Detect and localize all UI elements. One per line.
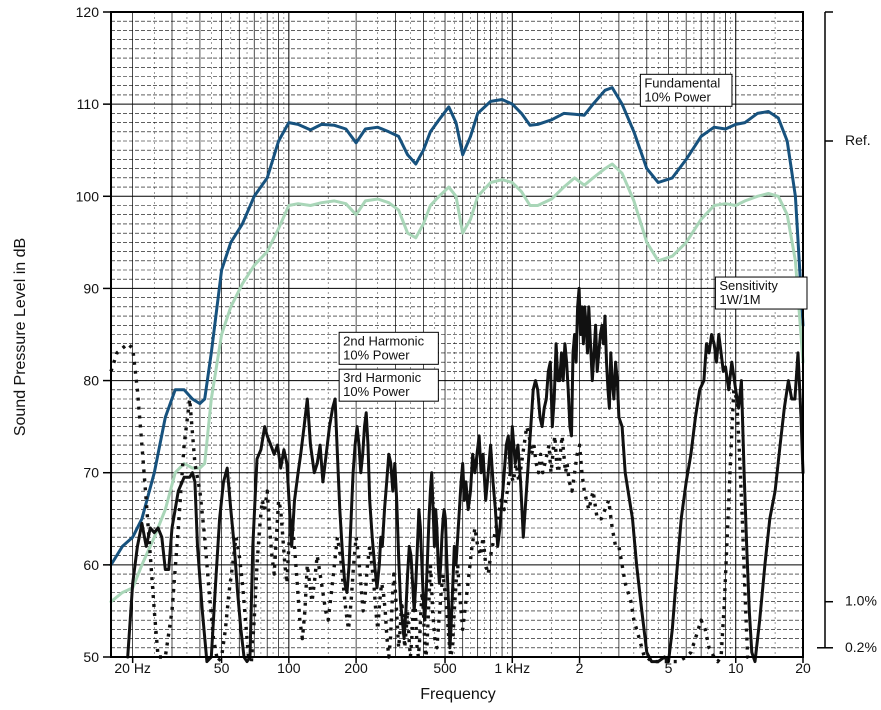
annotation-box bbox=[338, 331, 439, 365]
right-tick-label: 1.0% bbox=[845, 593, 877, 609]
x-tick-label: 500 bbox=[433, 660, 457, 676]
y-tick-label: 100 bbox=[76, 188, 100, 204]
series-group bbox=[109, 86, 805, 664]
axes: 50 60 70 80 90 100 110 120 20 Hz 50 100 200 500 1 kHz… bbox=[76, 4, 877, 676]
y-tick-label: 90 bbox=[83, 280, 99, 296]
annotation-box bbox=[338, 368, 439, 402]
right-tick-label: 0.2% bbox=[845, 639, 877, 655]
x-tick-label: 50 bbox=[214, 660, 230, 676]
x-tick-label: 100 bbox=[277, 660, 301, 676]
annotation-text: 10% Power bbox=[644, 89, 711, 104]
annotation-text: 10% Power bbox=[343, 384, 410, 399]
y-tick-label: 120 bbox=[76, 4, 100, 20]
y-tick-label: 80 bbox=[83, 373, 99, 389]
annotation-text: 2nd Harmonic bbox=[343, 333, 424, 348]
right-tick-label: Ref. bbox=[845, 132, 871, 148]
x-tick-label: 20 bbox=[795, 660, 811, 676]
y-tick-label: 70 bbox=[83, 465, 99, 481]
plot-frame bbox=[110, 11, 804, 658]
x-tick-label: 5 bbox=[665, 660, 673, 676]
x-tick-label: 1 kHz bbox=[494, 660, 530, 676]
sensitivity-curve bbox=[109, 162, 805, 604]
x-tick-label: 20 Hz bbox=[114, 660, 151, 676]
y-tick-label: 60 bbox=[83, 557, 99, 573]
annotation-box bbox=[714, 276, 808, 310]
x-tick-label: 200 bbox=[344, 660, 368, 676]
y-tick-label: 110 bbox=[77, 96, 100, 112]
harmonic-2nd-curve bbox=[126, 286, 805, 664]
annotation-text: 10% Power bbox=[343, 347, 410, 362]
y-tick-label: 50 bbox=[83, 649, 99, 665]
x-tick-label: 10 bbox=[728, 660, 744, 676]
annotation-box bbox=[639, 73, 733, 107]
x-axis-title: Frequency bbox=[420, 686, 496, 703]
x-tick-label: 2 bbox=[576, 660, 584, 676]
harmonic-3rd-curve bbox=[109, 342, 752, 664]
annotation-text: 3rd Harmonic bbox=[343, 370, 422, 385]
annotation-text: Sensitivity bbox=[719, 278, 778, 293]
annotation-text: 1W/1M bbox=[719, 292, 760, 307]
fundamental-curve bbox=[109, 86, 805, 567]
y-axis-title: Sound Pressure Level in dB bbox=[12, 238, 29, 436]
annotation-text: Fundamental bbox=[644, 75, 720, 90]
